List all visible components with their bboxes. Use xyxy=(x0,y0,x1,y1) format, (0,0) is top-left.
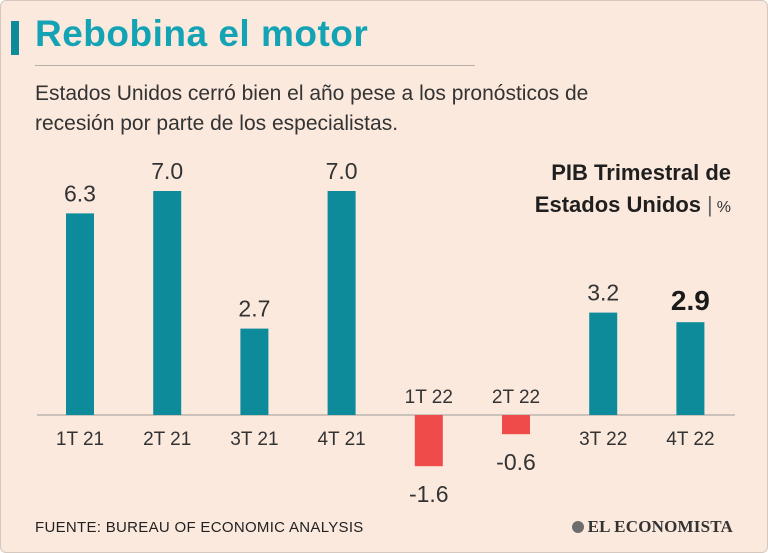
x-tick-label: 1T 22 xyxy=(405,387,453,408)
data-label: 6.3 xyxy=(64,180,96,206)
x-tick-label: 2T 21 xyxy=(143,429,191,450)
bar xyxy=(153,191,182,415)
unit-separator: | xyxy=(707,192,713,217)
title-divider xyxy=(35,65,475,66)
brand-name: EL ECONOMISTA xyxy=(587,517,733,536)
bar xyxy=(589,312,618,415)
chart-heading-line2: Estados Unidos xyxy=(534,192,702,217)
brand-logo: EL ECONOMISTA xyxy=(571,517,733,537)
bar xyxy=(240,328,269,415)
brand-mark-icon xyxy=(571,521,584,533)
data-label: 7.0 xyxy=(151,158,183,184)
page-title: Rebobina el motor xyxy=(35,13,369,54)
bar xyxy=(502,415,530,435)
bar xyxy=(327,191,356,415)
bar xyxy=(66,213,94,415)
bar xyxy=(414,415,443,467)
data-label: 3.2 xyxy=(587,280,619,306)
unit-label: % xyxy=(716,199,731,216)
x-tick-label: 3T 22 xyxy=(579,429,627,450)
x-tick-label: 3T 21 xyxy=(230,429,278,450)
x-tick-label: 2T 22 xyxy=(492,387,540,408)
x-tick-label: 4T 21 xyxy=(317,429,365,450)
data-label: -1.6 xyxy=(409,481,449,507)
subtitle: Estados Unidos cerró bien el año pese a … xyxy=(35,82,589,135)
data-label: -0.6 xyxy=(496,449,536,475)
bar xyxy=(676,322,705,415)
chart-heading-line2-wrap: Estados Unidos |% xyxy=(535,189,731,224)
x-tick-label: 1T 21 xyxy=(56,429,104,450)
x-tick-label: 4T 22 xyxy=(666,429,714,450)
data-label: 7.0 xyxy=(326,158,358,184)
source-note: FUENTE: BUREAU OF ECONOMIC ANALYSIS xyxy=(35,519,364,536)
title-accent-bar xyxy=(11,21,19,55)
data-label: 2.7 xyxy=(238,296,270,322)
data-label: 2.9 xyxy=(671,285,710,316)
chart-heading-line1: PIB Trimestral de xyxy=(551,160,731,185)
chart-heading: PIB Trimestral de Estados Unidos |% xyxy=(535,157,731,224)
